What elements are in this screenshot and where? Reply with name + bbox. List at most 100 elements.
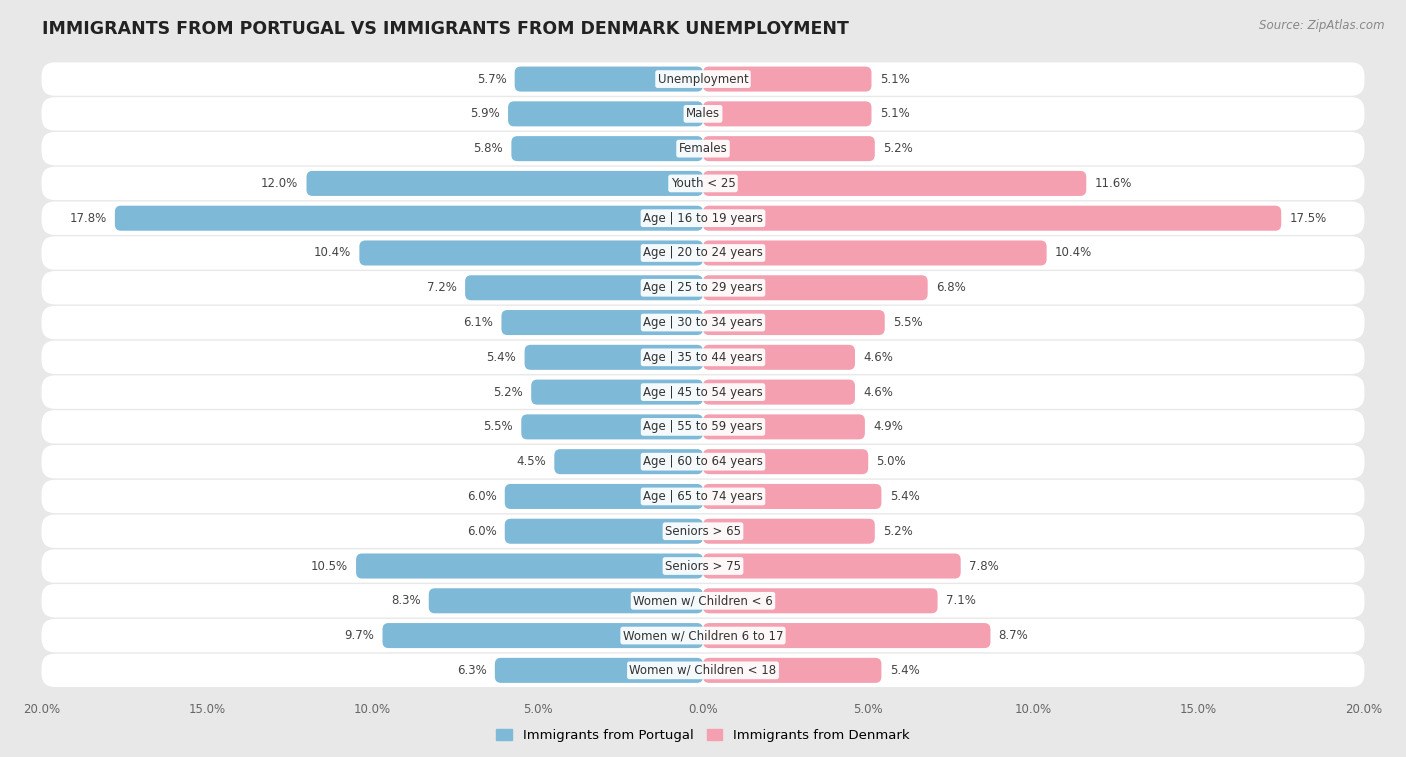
- FancyBboxPatch shape: [703, 553, 960, 578]
- Text: 5.4%: 5.4%: [486, 350, 516, 364]
- Text: 5.1%: 5.1%: [880, 107, 910, 120]
- Text: 6.1%: 6.1%: [464, 316, 494, 329]
- Text: Age | 25 to 29 years: Age | 25 to 29 years: [643, 282, 763, 294]
- Text: Age | 45 to 54 years: Age | 45 to 54 years: [643, 385, 763, 399]
- FancyBboxPatch shape: [531, 379, 703, 405]
- Text: 5.0%: 5.0%: [876, 455, 905, 468]
- FancyBboxPatch shape: [42, 515, 1364, 548]
- FancyBboxPatch shape: [703, 136, 875, 161]
- Text: 8.7%: 8.7%: [998, 629, 1028, 642]
- Text: 6.3%: 6.3%: [457, 664, 486, 677]
- FancyBboxPatch shape: [505, 484, 703, 509]
- Text: Age | 20 to 24 years: Age | 20 to 24 years: [643, 247, 763, 260]
- FancyBboxPatch shape: [42, 550, 1364, 583]
- Text: 17.8%: 17.8%: [69, 212, 107, 225]
- FancyBboxPatch shape: [703, 519, 875, 544]
- Text: 5.8%: 5.8%: [474, 142, 503, 155]
- FancyBboxPatch shape: [465, 276, 703, 301]
- FancyBboxPatch shape: [522, 414, 703, 439]
- FancyBboxPatch shape: [307, 171, 703, 196]
- Text: Age | 30 to 34 years: Age | 30 to 34 years: [643, 316, 763, 329]
- FancyBboxPatch shape: [703, 171, 1087, 196]
- FancyBboxPatch shape: [42, 132, 1364, 165]
- FancyBboxPatch shape: [42, 584, 1364, 618]
- FancyBboxPatch shape: [508, 101, 703, 126]
- FancyBboxPatch shape: [505, 519, 703, 544]
- FancyBboxPatch shape: [703, 484, 882, 509]
- FancyBboxPatch shape: [703, 414, 865, 439]
- Text: Women w/ Children < 6: Women w/ Children < 6: [633, 594, 773, 607]
- FancyBboxPatch shape: [703, 449, 868, 474]
- FancyBboxPatch shape: [356, 553, 703, 578]
- FancyBboxPatch shape: [115, 206, 703, 231]
- Text: 7.8%: 7.8%: [969, 559, 998, 572]
- FancyBboxPatch shape: [42, 62, 1364, 96]
- Text: 11.6%: 11.6%: [1094, 177, 1132, 190]
- Text: Males: Males: [686, 107, 720, 120]
- FancyBboxPatch shape: [42, 410, 1364, 444]
- FancyBboxPatch shape: [703, 206, 1281, 231]
- Text: Age | 60 to 64 years: Age | 60 to 64 years: [643, 455, 763, 468]
- Text: 4.9%: 4.9%: [873, 420, 903, 434]
- FancyBboxPatch shape: [382, 623, 703, 648]
- Text: 4.5%: 4.5%: [516, 455, 546, 468]
- Text: Seniors > 75: Seniors > 75: [665, 559, 741, 572]
- Text: IMMIGRANTS FROM PORTUGAL VS IMMIGRANTS FROM DENMARK UNEMPLOYMENT: IMMIGRANTS FROM PORTUGAL VS IMMIGRANTS F…: [42, 20, 849, 38]
- FancyBboxPatch shape: [42, 480, 1364, 513]
- Text: 5.2%: 5.2%: [494, 385, 523, 399]
- FancyBboxPatch shape: [703, 276, 928, 301]
- FancyBboxPatch shape: [360, 241, 703, 266]
- Text: 5.2%: 5.2%: [883, 525, 912, 537]
- Text: 5.1%: 5.1%: [880, 73, 910, 86]
- FancyBboxPatch shape: [554, 449, 703, 474]
- Text: Source: ZipAtlas.com: Source: ZipAtlas.com: [1260, 19, 1385, 32]
- FancyBboxPatch shape: [495, 658, 703, 683]
- FancyBboxPatch shape: [42, 341, 1364, 374]
- Text: Unemployment: Unemployment: [658, 73, 748, 86]
- Text: Women w/ Children < 18: Women w/ Children < 18: [630, 664, 776, 677]
- Text: 6.0%: 6.0%: [467, 490, 496, 503]
- Legend: Immigrants from Portugal, Immigrants from Denmark: Immigrants from Portugal, Immigrants fro…: [491, 724, 915, 748]
- FancyBboxPatch shape: [42, 619, 1364, 653]
- Text: Females: Females: [679, 142, 727, 155]
- Text: 6.8%: 6.8%: [936, 282, 966, 294]
- FancyBboxPatch shape: [703, 101, 872, 126]
- Text: 7.2%: 7.2%: [427, 282, 457, 294]
- Text: 10.4%: 10.4%: [314, 247, 352, 260]
- FancyBboxPatch shape: [42, 653, 1364, 687]
- FancyBboxPatch shape: [703, 310, 884, 335]
- FancyBboxPatch shape: [703, 344, 855, 370]
- FancyBboxPatch shape: [42, 445, 1364, 478]
- FancyBboxPatch shape: [42, 167, 1364, 200]
- FancyBboxPatch shape: [42, 97, 1364, 130]
- Text: Age | 16 to 19 years: Age | 16 to 19 years: [643, 212, 763, 225]
- Text: 5.5%: 5.5%: [484, 420, 513, 434]
- FancyBboxPatch shape: [429, 588, 703, 613]
- Text: 8.3%: 8.3%: [391, 594, 420, 607]
- Text: 4.6%: 4.6%: [863, 350, 893, 364]
- Text: 6.0%: 6.0%: [467, 525, 496, 537]
- Text: 7.1%: 7.1%: [946, 594, 976, 607]
- FancyBboxPatch shape: [42, 236, 1364, 269]
- Text: 5.9%: 5.9%: [470, 107, 499, 120]
- Text: 5.4%: 5.4%: [890, 490, 920, 503]
- FancyBboxPatch shape: [515, 67, 703, 92]
- Text: Youth < 25: Youth < 25: [671, 177, 735, 190]
- FancyBboxPatch shape: [502, 310, 703, 335]
- FancyBboxPatch shape: [703, 658, 882, 683]
- FancyBboxPatch shape: [703, 67, 872, 92]
- FancyBboxPatch shape: [42, 271, 1364, 304]
- FancyBboxPatch shape: [524, 344, 703, 370]
- Text: 10.4%: 10.4%: [1054, 247, 1092, 260]
- FancyBboxPatch shape: [42, 306, 1364, 339]
- FancyBboxPatch shape: [703, 379, 855, 405]
- Text: 5.2%: 5.2%: [883, 142, 912, 155]
- FancyBboxPatch shape: [42, 201, 1364, 235]
- Text: Age | 65 to 74 years: Age | 65 to 74 years: [643, 490, 763, 503]
- FancyBboxPatch shape: [703, 241, 1046, 266]
- Text: 17.5%: 17.5%: [1289, 212, 1327, 225]
- Text: Women w/ Children 6 to 17: Women w/ Children 6 to 17: [623, 629, 783, 642]
- Text: 5.5%: 5.5%: [893, 316, 922, 329]
- Text: 4.6%: 4.6%: [863, 385, 893, 399]
- FancyBboxPatch shape: [512, 136, 703, 161]
